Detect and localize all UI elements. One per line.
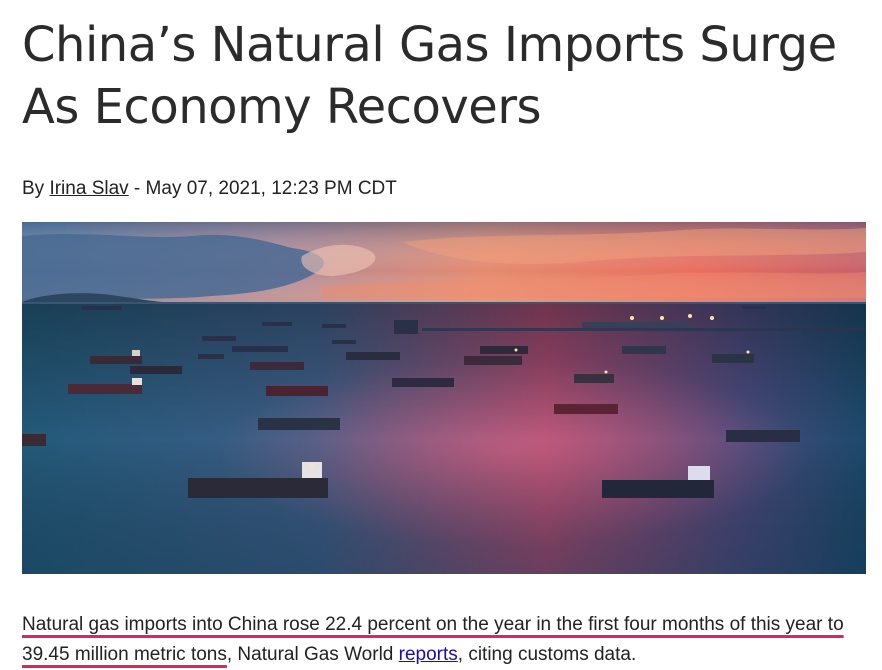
author-link[interactable]: Irina Slav [49,178,129,199]
pier [422,328,866,331]
article-title: China’s Natural Gas Imports Surge As Eco… [22,17,837,135]
terminal [582,322,692,328]
date-separator: - [128,178,146,199]
hero-image [22,222,866,574]
ship-lights [310,314,750,468]
byline: By Irina Slav - May 07, 2021, 12:23 PM C… [22,178,397,200]
tanker-ships [22,346,800,498]
publish-date: May 07, 2021, 12:23 PM CDT [145,178,397,199]
cloud-bank [22,234,324,302]
paragraph-middle: , Natural Gas World [226,644,399,665]
article-paragraph: Natural gas imports into China rose 22.4… [22,610,872,670]
paragraph-end: , citing customs data. [457,644,637,665]
reports-link[interactable]: reports [398,644,458,665]
byline-prefix: By [22,178,50,199]
